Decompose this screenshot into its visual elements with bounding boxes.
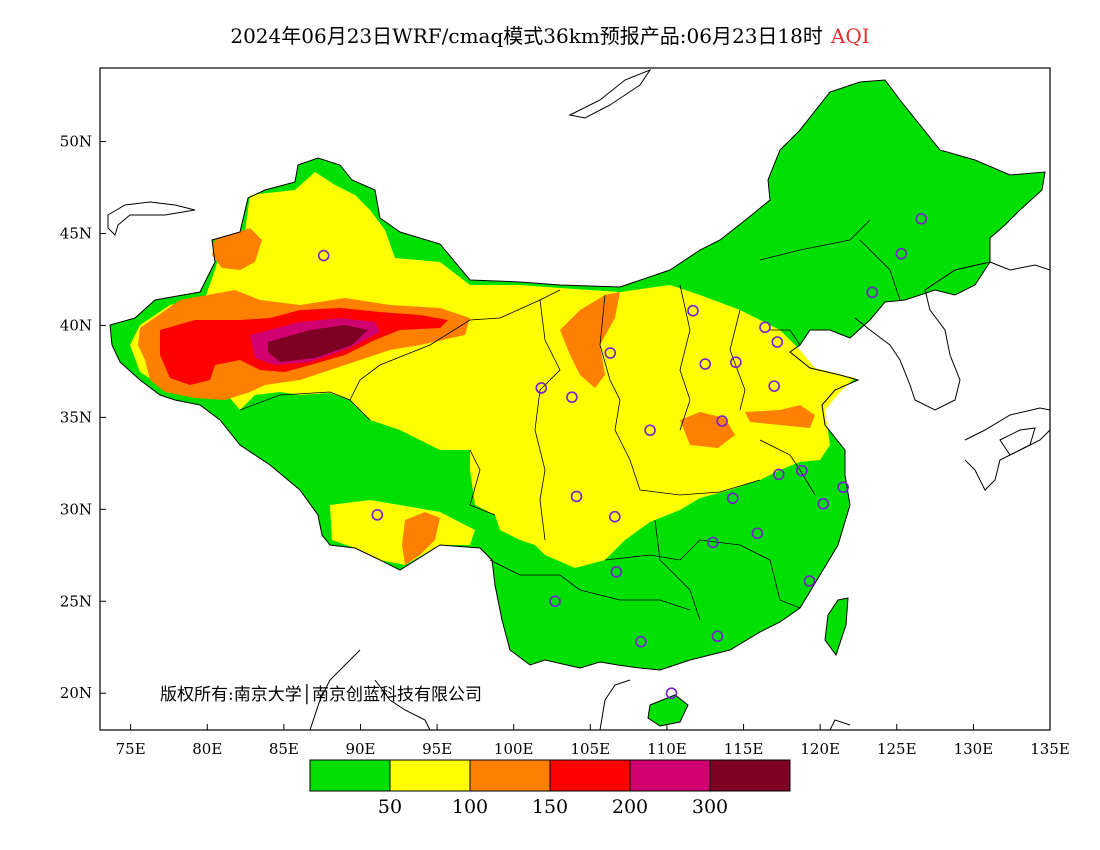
neighbor-coastlines [107,68,1050,730]
lon-tick-label: 100E [494,740,534,758]
colorbar-swatch [709,759,791,792]
china-outline [109,79,1046,671]
station-marker [610,566,623,578]
map-layers [107,68,1050,730]
station-marker [711,630,724,643]
station-marker [716,415,728,427]
taiwan-island [825,598,848,655]
hainan-island [648,695,688,726]
colorbar-swatch [549,759,631,792]
station-markers [317,212,928,700]
station-marker [566,391,578,403]
station-marker [609,510,621,523]
lon-tick-label: 115E [724,740,764,758]
aqi-zone-yellow [130,172,855,568]
lon-tick-label: 80E [192,740,222,758]
lon-axis: 75E 80E 85E 90E 95E 100E 105E 110E 115E 120E 125E 1… [116,724,1070,758]
station-marker [915,212,928,225]
station-marker [535,382,548,394]
station-marker [751,527,764,540]
station-marker [635,635,647,648]
lat-tick-label: 35N [60,408,92,426]
lon-tick-label: 105E [571,740,611,758]
lon-tick-label: 85E [269,740,299,758]
station-marker [759,321,771,334]
lat-tick-label: 20N [60,684,92,702]
colorbar-label: 300 [692,796,728,818]
colorbar-label: 50 [378,796,402,818]
lon-tick-label: 95E [422,740,452,758]
station-marker [768,380,780,392]
aqi-colorbar: 50 100 150 200 300 [309,759,791,818]
lat-tick-label: 25N [60,592,92,610]
lon-tick-label: 135E [1030,740,1070,758]
station-marker [570,490,583,503]
station-marker [895,247,908,260]
colorbar-swatch [389,759,471,792]
station-marker [803,575,816,587]
aqi-zone-orange-central [680,412,735,448]
station-marker [699,358,712,370]
title-variable: AQI [830,24,870,48]
station-marker [772,468,785,481]
aqi-zone-orange-junggar [212,228,262,270]
lat-axis: 50N 45N 40N 35N 30N 25N 20N [60,133,106,702]
colorbar-label: 200 [612,796,648,818]
copyright-text: 版权所有:南京大学│南京创蓝科技有限公司 [160,685,482,705]
station-marker [837,481,849,494]
lat-tick-label: 30N [60,500,92,518]
colorbar-label: 150 [532,796,568,818]
colorbar-swatch [469,759,551,792]
station-marker [604,347,617,359]
aqi-zone-orange-ningxia [560,292,620,388]
lat-tick-label: 45N [60,225,92,243]
station-marker [795,464,808,477]
station-marker [727,492,739,505]
lat-tick-label: 40N [60,316,92,334]
aqi-zone-maroon [268,325,368,362]
lon-tick-label: 110E [647,740,687,758]
aqi-zone-orange-shandong [745,405,815,428]
lon-tick-label: 120E [800,740,840,758]
station-marker [644,424,656,437]
lon-tick-label: 75E [116,740,146,758]
lon-tick-label: 130E [954,740,994,758]
station-marker [665,687,678,700]
plot-frame [99,67,1051,731]
station-marker [317,249,330,262]
lon-tick-label: 125E [877,740,917,758]
station-marker [549,595,561,608]
aqi-zone-yellow-tibet-south [330,500,475,565]
colorbar-swatch [309,759,391,792]
title-main: 2024年06月23日WRF/cmaq模式36km预报产品:06月23日18时 [230,24,823,48]
station-marker [707,536,719,549]
station-marker [817,498,830,510]
province-borders [239,219,901,621]
aqi-zone-orange-tibet-south [402,512,440,565]
station-marker [866,286,879,299]
map-title: 2024年06月23日WRF/cmaq模式36km预报产品:06月23日18时 A… [0,20,1100,49]
colorbar-swatch [629,759,711,792]
lon-tick-label: 90E [345,740,375,758]
station-marker [730,356,742,369]
lat-tick-label: 50N [60,133,92,151]
colorbar-label: 100 [452,796,488,818]
station-marker [687,304,699,317]
station-marker [371,509,384,521]
station-marker [771,336,784,348]
